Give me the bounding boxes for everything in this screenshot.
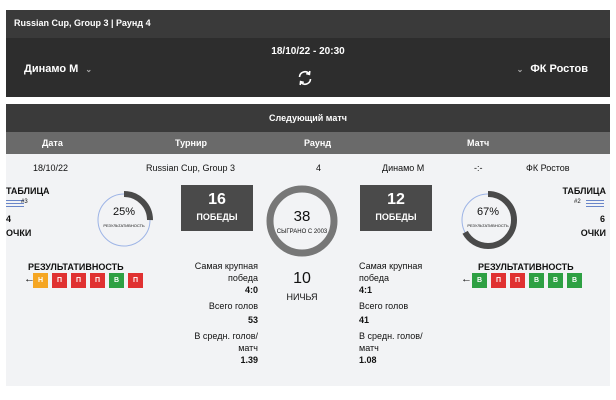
col-match: Матч: [467, 138, 490, 148]
home-avg-label: В средн. голов/матч: [194, 331, 258, 353]
chevron-down-icon: ⌄: [516, 65, 524, 74]
away-biggest-label: Самая крупная победа: [359, 261, 423, 283]
home-table-icon: [6, 199, 24, 207]
form-badge: П: [510, 273, 525, 288]
away-avg: 1.08: [359, 355, 377, 365]
home-biggest: 4:0: [244, 285, 258, 295]
home-wins: 16: [208, 191, 226, 208]
match-stats: 18/10/22 Russian Cup, Group 3 4 Динамо М…: [6, 154, 610, 386]
home-form-title: РЕЗУЛЬТАТИВНОСТЬ: [28, 262, 124, 272]
form-badge: В: [472, 273, 487, 288]
form-badge: П: [52, 273, 67, 288]
home-performance-caption: РЕЗУЛЬТАТИВНОСТЬ: [103, 223, 145, 228]
form-badge: П: [128, 273, 143, 288]
next-match-title: Следующий матч: [6, 104, 610, 132]
form-badge: В: [109, 273, 124, 288]
away-team-name: ФК Ростов: [530, 63, 588, 75]
away-points: 6: [599, 214, 605, 224]
away-performance-caption: РЕЗУЛЬТАТИВНОСТЬ: [467, 223, 509, 228]
match-datetime: 18/10/22 - 20:30: [271, 46, 345, 57]
home-wins-label: ПОБЕДЫ: [196, 212, 238, 222]
away-performance-pct: 67%: [476, 206, 500, 218]
played-count: 38: [293, 208, 311, 225]
away-avg-label: В средн. голов/матч: [359, 331, 423, 353]
home-team-name: Динамо М: [24, 63, 79, 75]
next-score: -:-: [474, 163, 483, 173]
away-points-label: ОЧКИ: [580, 228, 606, 238]
next-home[interactable]: Динамо М: [382, 163, 425, 173]
away-table-icon: [586, 199, 604, 207]
away-rank: #2: [574, 199, 581, 205]
col-round: Раунд: [304, 138, 332, 148]
away-biggest: 4:1: [359, 285, 373, 295]
arrow-left-icon: ←: [461, 273, 472, 285]
competition-header: Russian Cup, Group 3 | Раунд 4: [6, 10, 610, 38]
away-form-title: РЕЗУЛЬТАТИВНОСТЬ: [478, 262, 574, 272]
played-label: СЫГРАНО С 2003: [276, 229, 328, 235]
home-goals-label: Всего голов: [208, 301, 258, 311]
next-date: 18/10/22: [33, 163, 69, 173]
played-gauge: [266, 185, 338, 257]
next-tournament[interactable]: Russian Cup, Group 3: [146, 163, 236, 173]
away-goals: 41: [359, 315, 370, 325]
away-performance-gauge: [459, 191, 517, 249]
home-points-label: ОЧКИ: [6, 228, 32, 238]
home-table-label: ТАБЛИЦА: [6, 186, 50, 196]
away-goals-label: Всего голов: [359, 301, 409, 311]
home-team-selector[interactable]: Динамо М ⌄: [24, 63, 92, 75]
col-date: Дата: [42, 138, 63, 148]
home-biggest-label: Самая крупная победа: [194, 261, 258, 283]
form-badge: В: [567, 273, 582, 288]
next-away[interactable]: ФК Ростов: [526, 163, 570, 173]
competition-title: Russian Cup, Group 3 | Раунд 4: [14, 18, 151, 28]
away-team-selector[interactable]: ⌄ ФК Ростов: [517, 63, 588, 75]
form-badge: Н: [33, 273, 48, 288]
chevron-down-icon: ⌄: [85, 65, 93, 74]
form-badge: В: [548, 273, 563, 288]
col-tournament: Турнир: [175, 138, 208, 148]
draws-label: НИЧЬЯ: [286, 292, 318, 302]
away-wins-label: ПОБЕДЫ: [375, 212, 417, 222]
home-wins-box: 16 ПОБЕДЫ: [181, 185, 253, 231]
form-badge: В: [529, 273, 544, 288]
away-wins-box: 12 ПОБЕДЫ: [360, 185, 432, 231]
match-bar: 18/10/22 - 20:30 Динамо М ⌄ ⌄ ФК Ростов: [6, 38, 610, 97]
refresh-icon[interactable]: [296, 69, 314, 87]
away-stats: Самая крупная победа 4:1 Всего голов 41 …: [359, 260, 439, 366]
home-goals: 53: [247, 315, 258, 325]
home-performance-pct: 25%: [112, 206, 136, 218]
away-table-label: ТАБЛИЦА: [562, 186, 606, 196]
form-badge: П: [90, 273, 105, 288]
next-match-columns: Дата Турнир Раунд Матч: [6, 132, 610, 154]
arrow-left-icon: ←: [24, 273, 35, 285]
next-round: 4: [316, 163, 322, 173]
home-avg: 1.39: [240, 355, 258, 365]
home-rank: #3: [21, 199, 28, 205]
home-stats: Самая крупная победа 4:0 Всего голов 53 …: [180, 260, 258, 366]
form-badge: П: [71, 273, 86, 288]
home-points: 4: [6, 214, 12, 224]
away-wins: 12: [387, 191, 405, 208]
form-badge: П: [491, 273, 506, 288]
draws-count: 10: [293, 270, 311, 287]
home-performance-gauge: [95, 191, 153, 249]
